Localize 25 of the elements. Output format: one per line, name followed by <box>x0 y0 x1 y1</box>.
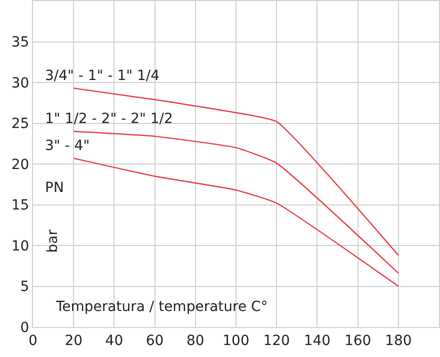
x-axis-title: Temperatura / temperature C° <box>55 299 268 315</box>
y-tick-label: 0 <box>20 320 30 336</box>
y-tick-label: 10 <box>11 238 30 254</box>
x-tick-label: 100 <box>222 332 250 349</box>
y-tick-label: 25 <box>11 116 30 132</box>
y-tick-label: 20 <box>11 156 30 173</box>
series-label: 1" 1/2 - 2" - 2" 1/2 <box>45 111 173 127</box>
y-tick-label: 35 <box>11 34 30 51</box>
series-label: 3" - 4" <box>45 138 90 154</box>
x-tick-label: 80 <box>186 332 204 349</box>
x-tick-label: 160 <box>344 332 372 349</box>
x-tick-label: 180 <box>385 332 412 349</box>
series-label: 3/4" - 1" - 1" 1/4 <box>45 68 160 84</box>
x-tick-label: 140 <box>304 332 331 349</box>
x-tick-label: 60 <box>146 332 164 349</box>
x-tick-label: 20 <box>64 332 83 349</box>
y-axis-title: bar <box>44 229 61 253</box>
annotation: PN <box>45 180 64 196</box>
x-tick-label: 40 <box>105 332 124 349</box>
line-series <box>73 130 399 274</box>
x-tick-label: 120 <box>263 332 290 349</box>
y-tick-label: 30 <box>11 75 30 92</box>
line-series <box>73 158 399 287</box>
y-tick-label: 15 <box>11 198 30 214</box>
y-tick-label: 5 <box>20 279 30 296</box>
